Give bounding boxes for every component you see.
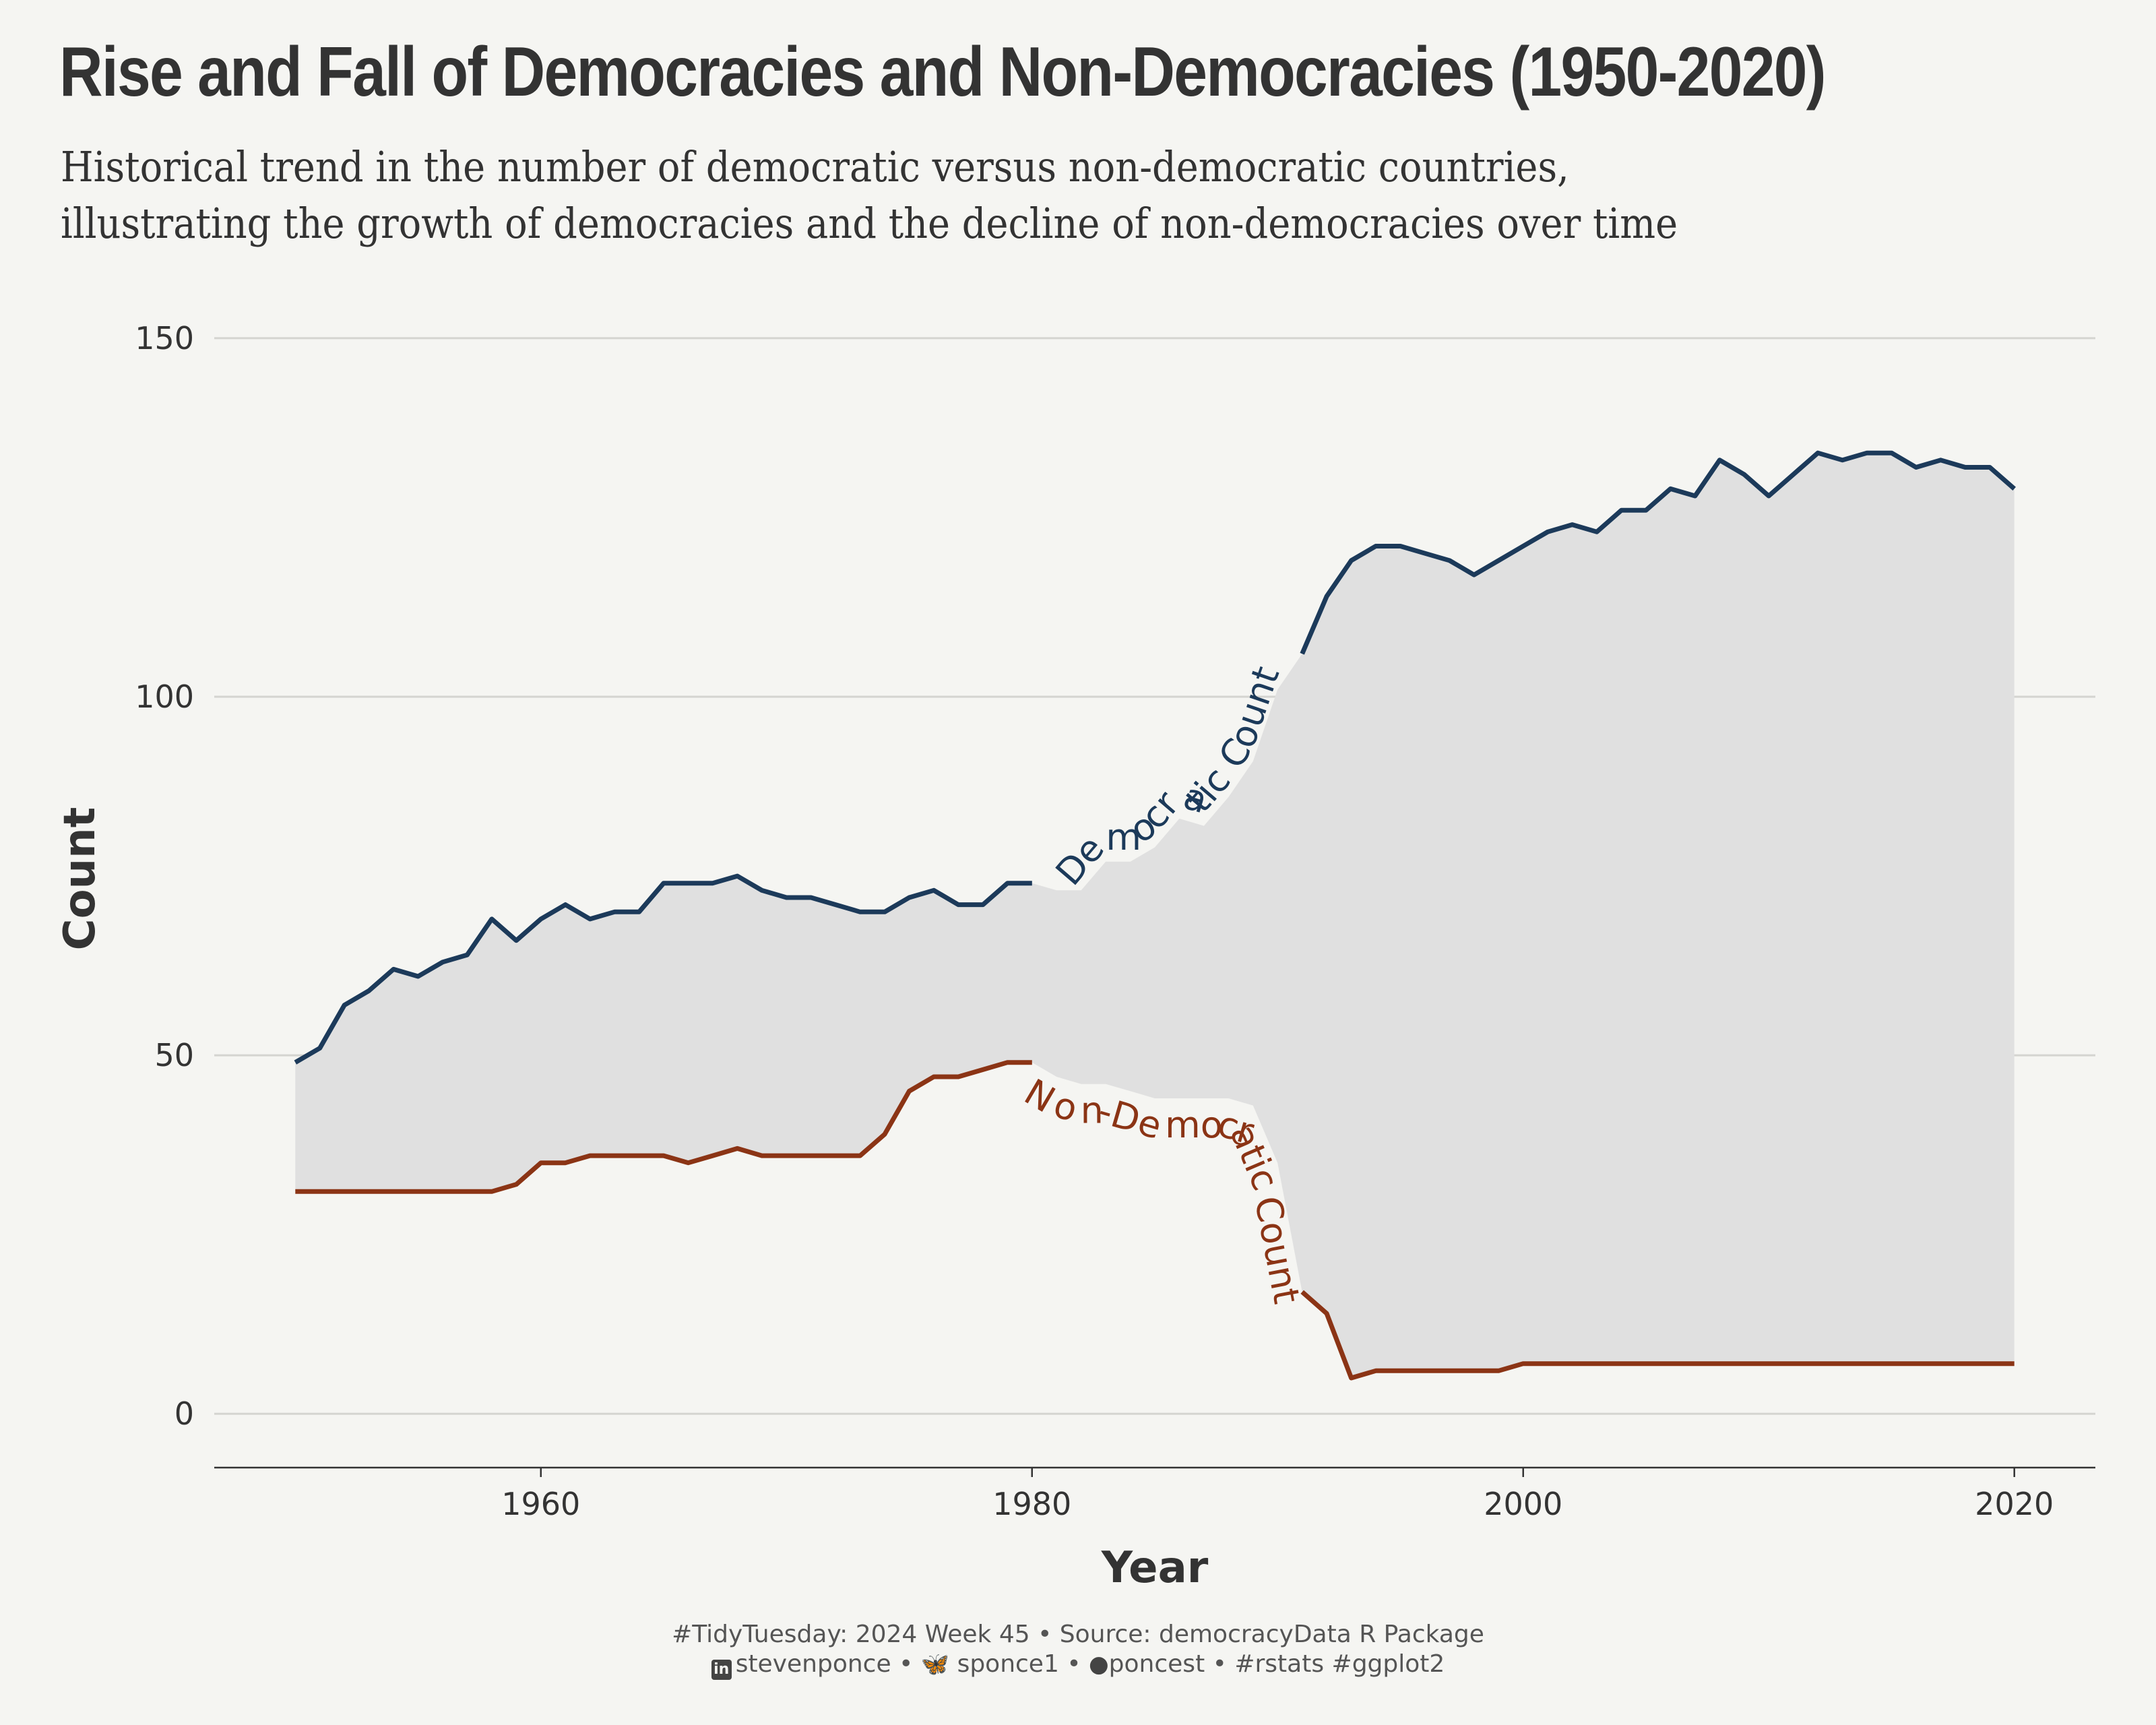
caption-tags: #rstats #ggplot2 [1234, 1650, 1445, 1678]
democratic-line [294, 873, 1032, 1065]
non-democratic-line [1300, 1290, 2015, 1381]
linkedin-icon: in [711, 1660, 732, 1680]
caption-separator: • [1067, 1650, 1081, 1678]
x-tick-label: 1980 [992, 1486, 1071, 1522]
caption-linkedin: stevenponce [735, 1650, 891, 1678]
non-democratic-line [295, 1060, 1032, 1194]
y-tick-label: 0 [175, 1395, 194, 1432]
github-icon: ● [1089, 1651, 1109, 1678]
y-tick-label: 100 [135, 679, 194, 715]
y-tick-label: 50 [154, 1037, 194, 1073]
chart-title: Rise and Fall of Democracies and Non-Dem… [59, 33, 1827, 111]
caption-separator: • [1212, 1650, 1227, 1678]
ribbon-area [295, 453, 2015, 1379]
y-tick-label: 150 [135, 320, 194, 356]
x-tick-label: 1960 [501, 1486, 580, 1522]
caption-line-2: in stevenponce • 🦋 sponce1 • ●poncest • #… [0, 1650, 2156, 1680]
x-axis-title: Year [1101, 1543, 1209, 1593]
caption-separator: • [899, 1650, 914, 1678]
y-axis-title: Count [55, 807, 105, 951]
democratic-line [1300, 450, 2017, 655]
caption-github: poncest [1108, 1650, 1205, 1678]
chart-subtitle: Historical trend in the number of democr… [61, 139, 1819, 252]
x-tick-label: 2000 [1484, 1486, 1562, 1522]
subtitle-line-2: illustrating the growth of democracies a… [61, 199, 1678, 248]
caption-bluesky: sponce1 [957, 1650, 1059, 1678]
butterfly-icon: 🦋 [920, 1651, 950, 1678]
x-tick-label: 2020 [1975, 1486, 2054, 1522]
subtitle-line-1: Historical trend in the number of democr… [61, 142, 1569, 191]
caption-line-1: #TidyTuesday: 2024 Week 45 • Source: dem… [672, 1621, 1484, 1648]
chart-caption: #TidyTuesday: 2024 Week 45 • Source: dem… [0, 1620, 2156, 1680]
